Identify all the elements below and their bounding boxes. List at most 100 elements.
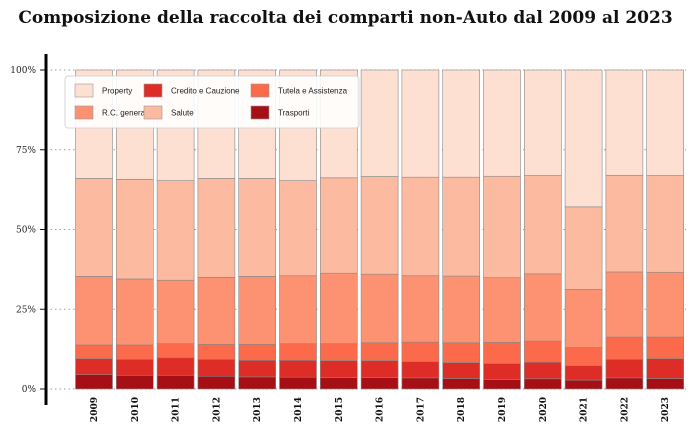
bar-segment-salute-2011 — [156, 180, 195, 281]
x-tick-label: 2021 — [580, 397, 590, 422]
bar-segment-salute-2014 — [279, 180, 317, 277]
legend-label: Tutela e Assistenza — [278, 87, 348, 96]
bar-segment-credito-e-cauzione-2016 — [360, 360, 399, 378]
bar-segment-r-c-generale-2018 — [442, 275, 481, 344]
bar-segment-credito-e-cauzione-2017 — [401, 361, 440, 379]
y-tick-label: 50% — [16, 226, 36, 236]
bar-segment-property-2019 — [483, 69, 521, 177]
bar-segment-property-2017 — [401, 69, 440, 178]
bar-segment-r-c-generale-2015 — [319, 272, 358, 345]
bar-segment-tutela-e-assistenza-2011 — [156, 343, 195, 359]
bar-segment-trasporti-2015 — [319, 377, 358, 390]
x-tick-label: 2012 — [212, 397, 222, 422]
bar-segment-r-c-generale-2009 — [75, 276, 113, 346]
bar-segment-trasporti-2021 — [564, 379, 603, 390]
axes — [40, 54, 48, 405]
bar-segment-tutela-e-assistenza-2016 — [360, 342, 399, 361]
bar-segment-trasporti-2018 — [442, 378, 481, 390]
bar-segment-salute-2015 — [319, 177, 358, 274]
bar-segment-credito-e-cauzione-2009 — [75, 358, 113, 375]
legend-box — [64, 75, 360, 129]
bar-segment-tutela-e-assistenza-2018 — [442, 342, 481, 363]
bar-segment-salute-2013 — [238, 178, 276, 277]
bar-segment-tutela-e-assistenza-2013 — [238, 344, 276, 361]
bar-segment-property-2016 — [360, 69, 399, 177]
bar-segment-r-c-generale-2014 — [279, 275, 317, 345]
bar-segment-tutela-e-assistenza-2023 — [646, 336, 685, 359]
bar-segment-r-c-generale-2012 — [197, 277, 236, 345]
bar-segment-property-2023 — [646, 69, 685, 176]
bar-segment-credito-e-cauzione-2019 — [483, 363, 521, 380]
bars — [75, 69, 685, 390]
bar-segment-salute-2020 — [523, 175, 562, 275]
bar-segment-r-c-generale-2019 — [483, 277, 521, 343]
bar-segment-trasporti-2017 — [401, 377, 440, 390]
bar-segment-salute-2018 — [442, 176, 481, 277]
legend-swatch — [143, 83, 163, 98]
legend-swatch — [250, 105, 270, 120]
y-tick-label: 0% — [22, 385, 37, 395]
bar-segment-trasporti-2012 — [197, 375, 236, 390]
bar-segment-r-c-generale-2017 — [401, 275, 440, 343]
bar-segment-r-c-generale-2011 — [156, 279, 195, 345]
bar-segment-r-c-generale-2016 — [360, 273, 399, 344]
bar-segment-credito-e-cauzione-2015 — [319, 360, 358, 378]
bar-segment-salute-2017 — [401, 176, 440, 277]
x-tick-label: 2023 — [661, 397, 671, 422]
y-tick-label: 100% — [10, 66, 36, 76]
x-tick-label: 2016 — [376, 397, 386, 422]
bar-segment-salute-2016 — [360, 176, 399, 275]
bar-segment-credito-e-cauzione-2021 — [564, 365, 603, 381]
bar-segment-trasporti-2009 — [75, 374, 113, 390]
bar-segment-tutela-e-assistenza-2014 — [279, 343, 317, 361]
legend-swatch — [74, 83, 94, 98]
bar-segment-tutela-e-assistenza-2010 — [116, 344, 154, 360]
legend-label: R.C. generale — [102, 109, 152, 118]
tick-labels: 0% 25% 50% 75% 100% 2009 2010 2011 2012 2013 2014 2… — [10, 66, 671, 422]
bar-segment-salute-2022 — [605, 174, 644, 273]
chart-title: Composizione della raccolta dei comparti… — [18, 8, 673, 28]
bar-segment-trasporti-2014 — [279, 376, 317, 390]
bar-segment-property-2021 — [564, 69, 603, 208]
bar-segment-salute-2010 — [116, 179, 154, 280]
bar-segment-r-c-generale-2013 — [238, 276, 276, 345]
bar-segment-trasporti-2016 — [360, 377, 399, 390]
bar-segment-credito-e-cauzione-2022 — [605, 359, 644, 379]
legend-swatch — [250, 83, 270, 98]
bar-segment-tutela-e-assistenza-2021 — [564, 347, 603, 367]
bar-segment-credito-e-cauzione-2013 — [238, 359, 276, 378]
x-tick-label: 2020 — [539, 397, 549, 422]
bar-segment-salute-2021 — [564, 206, 603, 290]
legend: Property R.C. generale Credito e Cauzione S… — [64, 75, 360, 129]
x-tick-label: 2013 — [253, 397, 263, 422]
bar-segment-tutela-e-assistenza-2009 — [75, 344, 113, 359]
bar-segment-trasporti-2013 — [238, 376, 276, 390]
bar-segment-credito-e-cauzione-2023 — [646, 358, 685, 379]
legend-swatch — [143, 105, 163, 120]
legend-label: Trasporti — [278, 109, 309, 118]
legend-label: Property — [102, 87, 132, 96]
x-tick-label: 2017 — [416, 397, 426, 422]
bar-segment-salute-2023 — [646, 175, 685, 273]
bar-segment-r-c-generale-2022 — [605, 271, 644, 338]
y-tick-label: 25% — [16, 305, 36, 315]
bar-segment-tutela-e-assistenza-2015 — [319, 343, 358, 361]
legend-label: Credito e Cauzione — [171, 87, 240, 96]
bar-segment-r-c-generale-2023 — [646, 271, 685, 338]
y-tick-label: 75% — [16, 146, 36, 156]
bar-segment-tutela-e-assistenza-2020 — [523, 340, 562, 363]
bar-segment-trasporti-2023 — [646, 378, 685, 390]
legend-swatch — [74, 105, 94, 120]
bar-segment-credito-e-cauzione-2020 — [523, 361, 562, 380]
bar-segment-tutela-e-assistenza-2017 — [401, 341, 440, 362]
bar-segment-trasporti-2011 — [156, 374, 195, 390]
x-tick-label: 2009 — [90, 397, 100, 422]
bar-segment-credito-e-cauzione-2012 — [197, 359, 236, 377]
bar-segment-salute-2009 — [75, 178, 113, 277]
bar-segment-credito-e-cauzione-2010 — [116, 359, 154, 376]
bar-segment-credito-e-cauzione-2018 — [442, 362, 481, 379]
legend-label: Salute — [171, 109, 194, 118]
bar-segment-r-c-generale-2021 — [564, 289, 603, 348]
bar-segment-salute-2012 — [197, 178, 236, 278]
